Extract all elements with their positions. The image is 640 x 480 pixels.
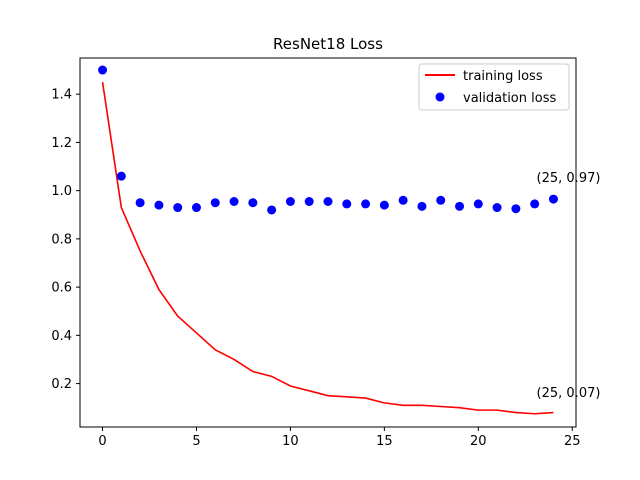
validation-loss-point (398, 195, 408, 205)
validation-loss-point (229, 197, 239, 206)
validation-loss-point (135, 198, 145, 208)
x-tick-label: 10 (282, 434, 299, 449)
x-tick-label: 25 (564, 434, 581, 449)
validation-loss-point (530, 199, 540, 209)
y-tick-label: 0.6 (51, 281, 72, 296)
training-loss-line (101, 82, 554, 415)
validation-loss-point (473, 199, 483, 209)
validation-loss-point (548, 194, 558, 204)
x-tick-label: 20 (470, 434, 487, 449)
validation-loss-point (342, 199, 352, 209)
y-tick-label: 1.4 (51, 88, 72, 103)
validation-loss-point (417, 201, 427, 211)
chart-title: ResNet18 Loss (273, 35, 383, 53)
y-tick-label: 0.2 (51, 377, 72, 392)
validation-loss-point (323, 197, 333, 206)
validation-loss-point (436, 195, 446, 205)
validation-loss-point (191, 203, 201, 213)
y-tick-label: 1.2 (51, 136, 72, 151)
validation-loss-point (116, 171, 126, 181)
y-tick-label: 0.4 (51, 329, 72, 344)
legend-validation-label: validation loss (463, 91, 556, 106)
y-tick-label: 1.0 (51, 184, 72, 199)
axis-ticks: 0 5 10 15 20 25 0.2 0.4 0.6 0.8 1.0 1.2 1.4 (51, 88, 580, 449)
validation-loss-point (98, 65, 108, 75)
validation-loss-point (492, 203, 502, 213)
point-annotation: (25, 0.07) (537, 386, 601, 401)
validation-loss-point (455, 201, 465, 211)
axes-frame (79, 57, 577, 428)
validation-loss-point (511, 204, 521, 214)
y-tick-label: 0.8 (51, 232, 72, 247)
validation-loss-point (285, 197, 295, 206)
legend-training-label: training loss (463, 69, 543, 84)
validation-loss-point (154, 200, 164, 210)
validation-loss-point (248, 198, 258, 208)
x-tick-label: 15 (376, 434, 393, 449)
validation-loss-point (304, 197, 314, 206)
plot-area (98, 65, 558, 415)
annotations: (25, 0.97) (25, 0.07) (537, 171, 601, 401)
validation-loss-point (379, 200, 389, 210)
point-annotation: (25, 0.97) (537, 171, 601, 186)
legend-validation-swatch (435, 92, 445, 102)
validation-loss-point (210, 198, 220, 208)
x-tick-label: 5 (192, 434, 200, 449)
validation-loss-point (361, 199, 371, 209)
validation-loss-point (173, 203, 183, 213)
legend-box (418, 63, 570, 111)
x-tick-label: 0 (98, 434, 106, 449)
legend: training loss validation loss (418, 63, 570, 111)
validation-loss-point (267, 205, 277, 215)
